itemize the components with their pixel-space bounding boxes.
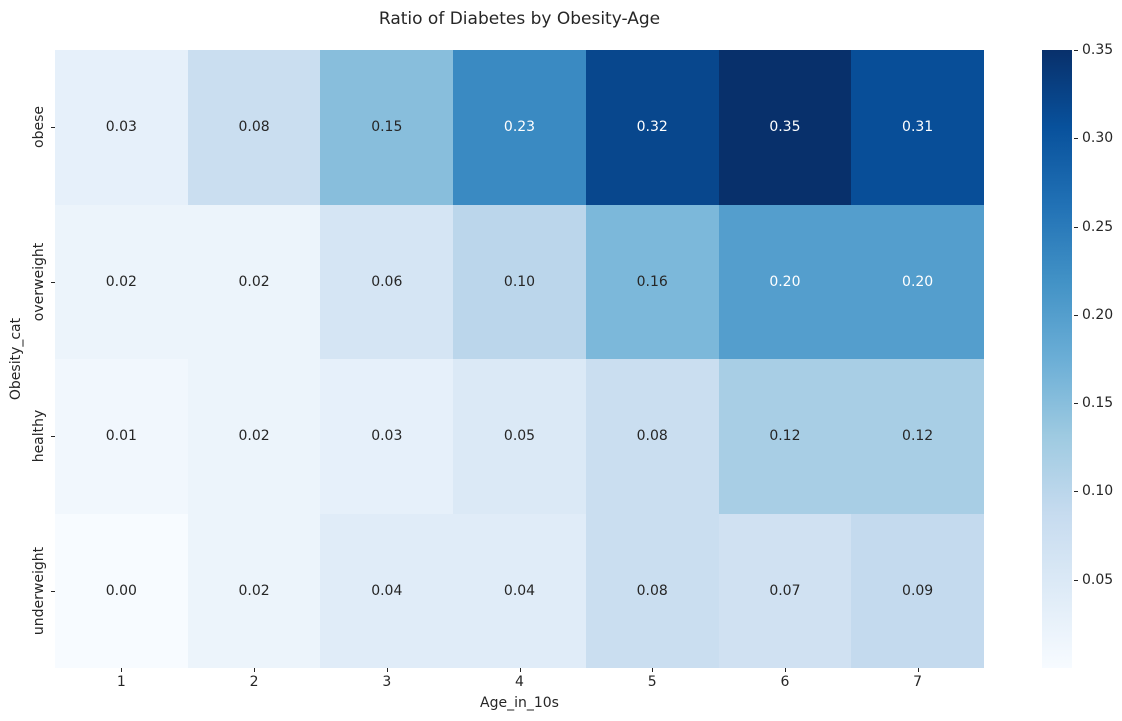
colorbar-tick-label: 0.30 <box>1082 130 1114 147</box>
y-tick-label: overweight <box>31 242 47 321</box>
heatmap-cell: 0.02 <box>187 359 321 514</box>
colorbar-tick-label: 0.05 <box>1082 571 1114 588</box>
heatmap-cell: 0.08 <box>187 50 321 205</box>
x-tick-mark <box>652 668 654 672</box>
heatmap-cell: 0.06 <box>320 204 454 359</box>
heatmap-cell: 0.10 <box>453 204 586 359</box>
y-tick-label: obese <box>31 106 47 149</box>
heatmap-cell: 0.01 <box>55 359 188 514</box>
heatmap-cell: 0.23 <box>453 50 586 205</box>
y-tick-mark <box>51 590 55 592</box>
y-tick-mark <box>51 127 55 129</box>
x-tick-label: 5 <box>647 674 657 690</box>
heatmap-cell: 0.20 <box>718 204 852 359</box>
x-tick-mark <box>917 668 919 672</box>
heatmap-cell: 0.02 <box>187 513 321 668</box>
heatmap-cell: 0.02 <box>187 204 321 359</box>
x-tick-mark <box>121 668 123 672</box>
x-tick-label: 3 <box>382 674 392 690</box>
heatmap-cell: 0.16 <box>585 204 719 359</box>
x-tick-label: 4 <box>515 674 524 690</box>
x-tick-mark <box>784 668 786 672</box>
x-tick-mark <box>519 668 521 672</box>
heatmap-cell: 0.09 <box>851 513 984 668</box>
colorbar-tick-label: 0.25 <box>1082 218 1114 235</box>
colorbar-tick-mark <box>1074 314 1078 316</box>
colorbar-tick-mark <box>1074 491 1078 493</box>
heatmap-cell: 0.15 <box>320 50 454 205</box>
heatmap-cell: 0.32 <box>585 50 719 205</box>
heatmap-cell: 0.12 <box>718 359 852 514</box>
x-tick-label: 6 <box>780 674 790 690</box>
colorbar-tick-mark <box>1074 579 1078 581</box>
heatmap-cell: 0.03 <box>55 50 188 205</box>
y-tick-label: underweight <box>31 546 47 635</box>
heatmap-cell: 0.00 <box>55 513 188 668</box>
heatmap-grid: 0.03 0.08 0.15 0.23 0.32 0.35 0.31 0.02 0.02 0.06… <box>55 50 984 668</box>
chart-title: Ratio of Diabetes by Obesity-Age <box>378 9 661 29</box>
colorbar-tick-label: 0.15 <box>1082 395 1114 412</box>
heatmap-cell: 0.04 <box>320 513 454 668</box>
heatmap-cell: 0.20 <box>851 204 984 359</box>
x-tick-label: 7 <box>913 674 923 690</box>
heatmap-cell: 0.35 <box>718 50 852 205</box>
heatmap-cell: 0.08 <box>585 513 719 668</box>
colorbar-tick-mark <box>1074 138 1078 140</box>
y-tick-mark <box>51 281 55 283</box>
heatmap-cell: 0.02 <box>55 204 188 359</box>
y-tick-label: healthy <box>31 409 47 463</box>
x-tick-mark <box>254 668 256 672</box>
heatmap-cell: 0.03 <box>320 359 454 514</box>
x-tick-label: 1 <box>116 674 126 690</box>
y-axis-label: Obesity_cat <box>8 317 24 401</box>
colorbar-tick-label: 0.10 <box>1082 483 1114 500</box>
heatmap-cell: 0.08 <box>585 359 719 514</box>
x-tick-label: 2 <box>249 674 259 690</box>
colorbar-tick-label: 0.20 <box>1082 306 1114 323</box>
colorbar-tick-label: 0.35 <box>1082 42 1114 58</box>
heatmap-cell: 0.07 <box>718 513 852 668</box>
heatmap-cell: 0.05 <box>453 359 586 514</box>
heatmap-cell: 0.31 <box>851 50 984 205</box>
colorbar <box>1042 50 1072 668</box>
y-tick-mark <box>51 436 55 438</box>
x-axis-label: Age_in_10s <box>480 695 559 711</box>
heatmap-cell: 0.04 <box>453 513 586 668</box>
colorbar-tick-mark <box>1074 226 1078 228</box>
colorbar-tick-mark <box>1074 50 1078 51</box>
colorbar-tick-mark <box>1074 403 1078 405</box>
x-tick-mark <box>386 668 388 672</box>
heatmap-cell: 0.12 <box>851 359 984 514</box>
